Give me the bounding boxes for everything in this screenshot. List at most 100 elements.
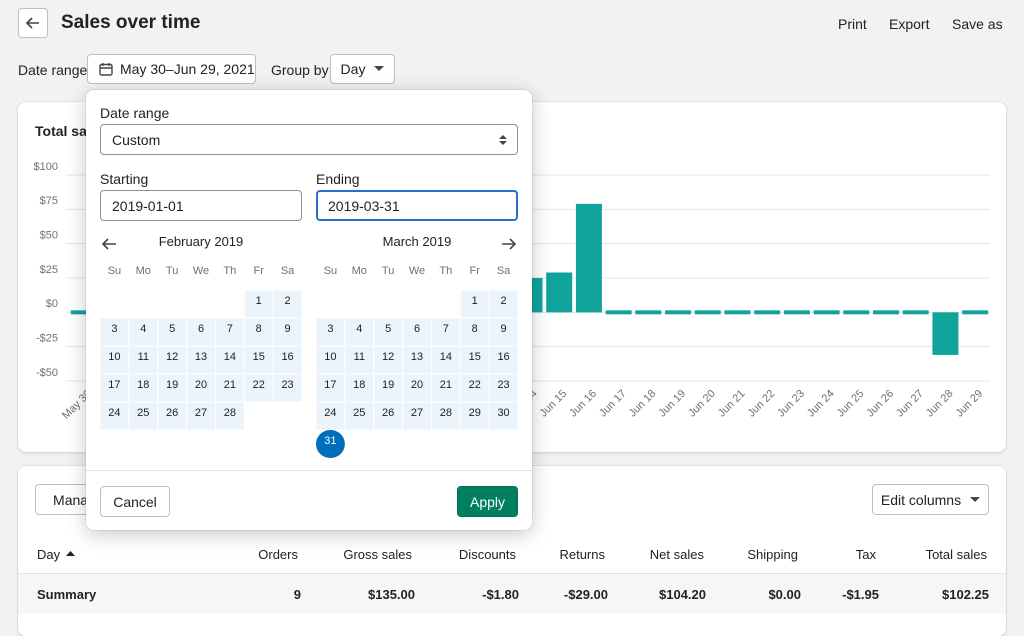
weekday: Tu — [382, 265, 394, 277]
day: 8 — [472, 323, 478, 335]
day: 10 — [324, 351, 336, 363]
day: 5 — [169, 323, 175, 335]
apply-button[interactable]: Apply — [457, 486, 518, 517]
day: 6 — [414, 323, 420, 335]
day: 15 — [469, 351, 481, 363]
day: 7 — [227, 323, 233, 335]
bar — [932, 312, 958, 355]
x-tick-label: Jun 21 — [716, 388, 748, 420]
cancel-button[interactable]: Cancel — [100, 486, 170, 517]
bar — [546, 273, 572, 313]
day: 22 — [469, 379, 481, 391]
y-tick-label: -$25 — [36, 333, 58, 345]
x-tick-label: Jun 17 — [597, 388, 629, 420]
x-tick-label: Jun 23 — [775, 388, 807, 420]
day: 19 — [166, 379, 178, 391]
x-tick-label: Jun 20 — [686, 388, 718, 420]
y-tick-label: $100 — [34, 161, 58, 173]
day: 19 — [382, 379, 394, 391]
y-tick-label: -$50 — [36, 367, 58, 379]
x-tick-label: Jun 15 — [538, 388, 570, 420]
x-tick-label: Jun 18 — [627, 388, 659, 420]
page: Sales over time Print Export Save as Dat… — [0, 0, 1024, 618]
y-tick-label: $50 — [40, 230, 58, 242]
day: 13 — [195, 351, 207, 363]
y-tick-label: $75 — [40, 195, 58, 207]
date-picker-popover: Date range Custom Starting 2019-01-01 En… — [86, 90, 532, 530]
bar — [665, 310, 691, 314]
day: 31 — [324, 435, 336, 447]
bar — [754, 310, 780, 314]
day: 1 — [472, 295, 478, 307]
day: 2 — [501, 295, 507, 307]
day: 18 — [137, 379, 149, 391]
bar — [724, 310, 750, 314]
day: 23 — [281, 379, 293, 391]
bar — [635, 310, 661, 314]
day: 1 — [256, 295, 262, 307]
weekday: Mo — [352, 265, 367, 277]
weekday: Sa — [497, 265, 511, 277]
day: 23 — [497, 379, 509, 391]
day: 16 — [497, 351, 509, 363]
bar — [784, 310, 810, 314]
day: 16 — [281, 351, 293, 363]
month-title: February 2019 — [159, 234, 244, 249]
day: 21 — [224, 379, 236, 391]
day: 11 — [354, 351, 365, 363]
day: 9 — [285, 323, 291, 335]
month-title: March 2019 — [383, 234, 452, 249]
day: 2 — [285, 295, 291, 307]
x-tick-label: Jun 19 — [656, 388, 688, 420]
footer-divider — [86, 470, 532, 471]
weekday: We — [193, 265, 209, 277]
day: 24 — [108, 407, 120, 419]
x-tick-label: Jun 29 — [953, 388, 985, 420]
weekday: Mo — [136, 265, 151, 277]
weekday: Tu — [166, 265, 178, 277]
day: 15 — [253, 351, 265, 363]
weekday: Sa — [281, 265, 295, 277]
day: 21 — [440, 379, 452, 391]
x-tick-label: Jun 26 — [864, 388, 896, 420]
weekday: Su — [324, 265, 337, 277]
calendars: February 2019SuMoTuWeThFrSa1234567891011… — [86, 90, 532, 470]
day: 14 — [440, 351, 452, 363]
day: 30 — [497, 407, 509, 419]
bar — [695, 310, 721, 314]
x-tick-label: Jun 27 — [894, 388, 926, 420]
cancel-text: Cancel — [113, 494, 157, 510]
bar — [903, 310, 929, 314]
day: 5 — [385, 323, 391, 335]
day: 20 — [411, 379, 423, 391]
day: 20 — [195, 379, 207, 391]
day: 18 — [353, 379, 365, 391]
day: 27 — [411, 407, 423, 419]
day: 27 — [195, 407, 207, 419]
day: 22 — [253, 379, 265, 391]
day: 13 — [411, 351, 423, 363]
x-tick-label: Jun 16 — [567, 388, 599, 420]
day: 24 — [324, 407, 336, 419]
y-tick-label: $25 — [40, 264, 58, 276]
day: 12 — [166, 351, 178, 363]
day: 12 — [382, 351, 394, 363]
x-tick-label: Jun 28 — [924, 388, 956, 420]
apply-text: Apply — [470, 494, 505, 510]
weekday: Fr — [254, 265, 265, 277]
y-tick-label: $0 — [46, 298, 58, 310]
weekday: Th — [439, 265, 452, 277]
day: 11 — [138, 351, 149, 363]
day: 26 — [382, 407, 394, 419]
day: 17 — [324, 379, 336, 391]
day: 25 — [353, 407, 365, 419]
day: 3 — [111, 323, 117, 335]
day: 4 — [140, 323, 146, 335]
x-tick-label: Jun 24 — [805, 388, 837, 420]
day: 28 — [440, 407, 452, 419]
day: 29 — [469, 407, 481, 419]
day: 3 — [327, 323, 333, 335]
day: 10 — [108, 351, 120, 363]
weekday: Fr — [470, 265, 481, 277]
bar — [873, 310, 899, 314]
